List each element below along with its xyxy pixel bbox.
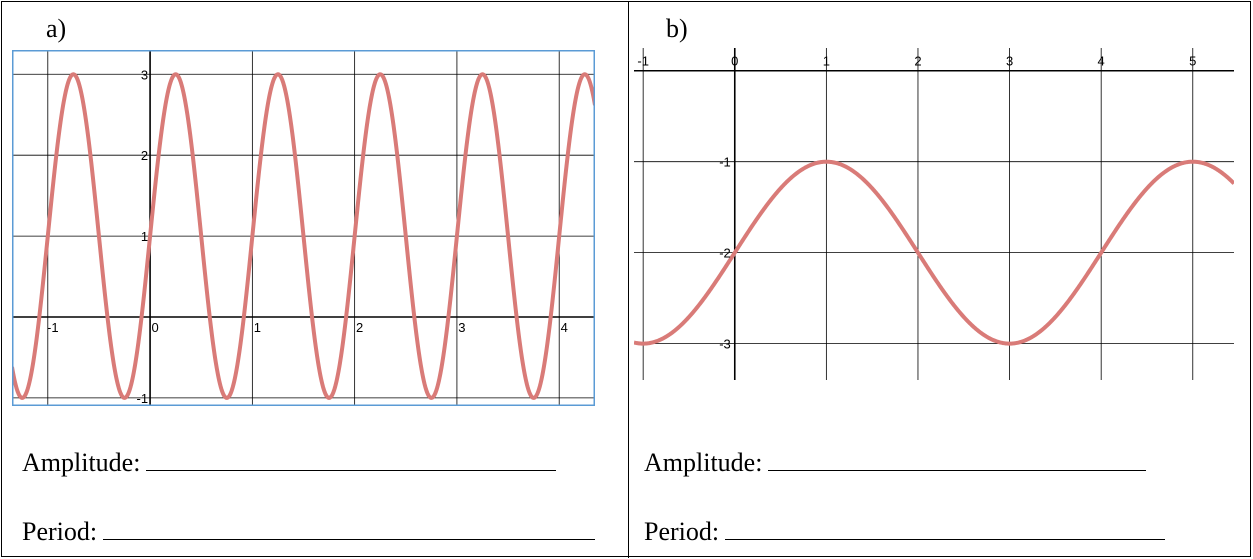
x-tick-label: 3 [458, 320, 465, 335]
period-label-a: Period: [22, 517, 98, 546]
amplitude-row-a: Amplitude: [22, 446, 557, 478]
amplitude-row-b: Amplitude: [644, 446, 1147, 478]
period-answer-line-a[interactable] [103, 515, 596, 540]
amplitude-label-b: Amplitude: [644, 448, 763, 477]
y-tick-label: -1 [719, 155, 731, 170]
y-tick-label: -2 [719, 246, 731, 261]
y-tick-label: -3 [719, 337, 731, 352]
amplitude-answer-line-a[interactable] [146, 446, 557, 471]
amplitude-label-a: Amplitude: [22, 448, 141, 477]
x-tick-label: 2 [356, 320, 363, 335]
x-tick-label: -1 [637, 54, 649, 69]
x-tick-label: 0 [151, 320, 158, 335]
y-tick-label: 2 [141, 148, 148, 163]
x-tick-label: 2 [914, 54, 921, 69]
chart-frame [12, 50, 595, 406]
y-tick-label: -1 [137, 391, 149, 406]
x-tick-label: 1 [254, 320, 261, 335]
period-label-b: Period: [644, 517, 720, 546]
y-tick-label: 1 [141, 229, 148, 244]
x-tick-label: 4 [1098, 54, 1105, 69]
x-tick-label: 0 [731, 54, 738, 69]
y-tick-label: 3 [141, 67, 148, 82]
period-answer-line-b[interactable] [725, 515, 1166, 540]
x-tick-label: 4 [561, 320, 568, 335]
x-tick-label: 3 [1006, 54, 1013, 69]
chart-b: -1 0 1 2 3 4 5 -1 -2 -3 [634, 48, 1234, 380]
panel-label-b: b) [666, 14, 688, 43]
chart-a: -1 0 1 2 3 4 -1 1 2 3 [12, 50, 595, 406]
period-row-b: Period: [644, 515, 1166, 547]
series-curve [634, 159, 1234, 346]
x-tick-label: 1 [823, 54, 830, 69]
column-divider [628, 2, 629, 558]
x-tick-label: 5 [1189, 54, 1196, 69]
panel-label-a: a) [46, 14, 67, 43]
amplitude-answer-line-b[interactable] [768, 446, 1147, 471]
series-curve [12, 72, 595, 400]
x-tick-label: -1 [47, 320, 59, 335]
period-row-a: Period: [22, 515, 596, 547]
